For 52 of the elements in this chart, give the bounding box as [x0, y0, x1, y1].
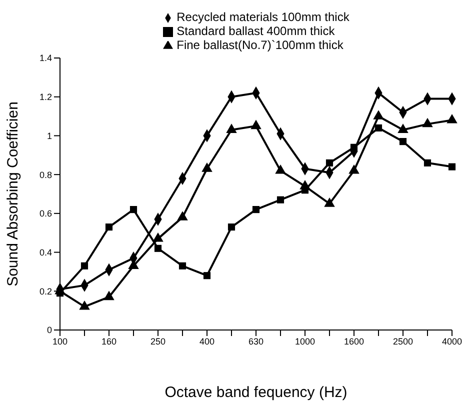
y-tick-label: 1.4 — [39, 53, 52, 64]
point — [276, 196, 284, 204]
point — [203, 272, 211, 280]
point — [228, 223, 236, 231]
point — [324, 198, 335, 207]
x-tick-label: 250 — [150, 336, 166, 346]
point — [398, 124, 408, 133]
point — [374, 124, 382, 132]
point — [422, 118, 433, 128]
point — [152, 232, 164, 242]
legend-label: Standard ballast 400mm thick — [176, 24, 335, 38]
x-tick-label: 630 — [248, 336, 264, 346]
point — [252, 206, 260, 214]
x-tick-label: 1600 — [344, 336, 364, 346]
point — [448, 163, 456, 170]
x-tick-label: 400 — [199, 336, 215, 346]
point — [275, 164, 286, 174]
y-tick-label: 0.2 — [39, 286, 52, 296]
legend-label: Fine ballast(No.7)`100mm thick — [176, 38, 344, 52]
point — [226, 124, 237, 133]
y-tick-label: 0 — [46, 325, 52, 336]
y-tick-label: 0.4 — [39, 247, 52, 258]
point — [104, 290, 114, 300]
point — [373, 110, 384, 120]
point — [80, 262, 88, 270]
x-tick-label: 160 — [101, 336, 117, 346]
point — [202, 162, 212, 172]
x-axis-title: Octave band fequency (Hz) — [164, 384, 348, 401]
point — [250, 120, 262, 130]
point — [300, 180, 310, 190]
point — [326, 159, 334, 166]
x-tick-label: 100 — [52, 336, 68, 346]
point — [350, 144, 358, 151]
y-axis-title: Sound Absorbing Coefficien — [4, 102, 22, 286]
point — [79, 300, 90, 310]
point — [399, 138, 407, 146]
point — [178, 262, 186, 270]
point — [177, 211, 188, 220]
point — [130, 206, 138, 214]
y-tick-label: 0.6 — [39, 208, 52, 219]
point — [348, 164, 360, 174]
x-tick-label: 1000 — [294, 336, 316, 346]
legend-label: Recycled materials 100mm thick — [176, 10, 350, 24]
point — [105, 223, 113, 231]
point — [424, 159, 432, 166]
point — [446, 114, 458, 124]
y-tick-label: 1 — [46, 130, 52, 141]
x-tick-label: 4000 — [442, 336, 462, 346]
point — [154, 244, 162, 252]
y-tick-label: 1.2 — [39, 92, 52, 102]
y-tick-label: 0.8 — [39, 170, 52, 180]
x-tick-label: 2500 — [392, 336, 414, 346]
